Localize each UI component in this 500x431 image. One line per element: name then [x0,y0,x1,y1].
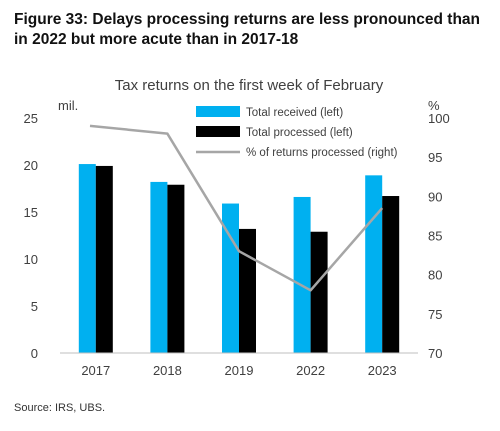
left-axis-tick-label: 25 [24,111,38,126]
legend-label-received: Total received (left) [246,107,343,119]
legend-swatch-received [196,106,240,117]
right-axis-tick-label: 85 [428,229,442,244]
chart: Tax returns on the first week of Februar… [0,60,500,395]
legend-label-processed: Total processed (left) [246,127,353,139]
right-axis-tick-label: 95 [428,150,442,165]
bar-received-2019 [222,203,239,353]
left-axis-unit-label: mil. [58,98,78,113]
chart-svg: Tax returns on the first week of Februar… [24,77,450,378]
legend-swatch-processed [196,126,240,137]
left-axis-tick-label: 15 [24,205,38,220]
right-axis-tick-label: 100 [428,111,450,126]
right-axis-tick-label: 70 [428,346,442,361]
left-axis-tick-label: 5 [31,299,38,314]
chart-title: Tax returns on the first week of Februar… [115,77,384,94]
right-axis-tick-label: 80 [428,268,442,283]
x-axis-tick-label: 2019 [225,363,254,378]
x-axis-tick-label: 2023 [368,363,397,378]
bar-received-2018 [150,181,168,353]
bar-processed-2018 [167,184,185,353]
bar-received-2023 [365,175,383,353]
right-axis-tick-label: 75 [428,307,442,322]
x-axis-tick-label: 2022 [296,363,325,378]
bar-processed-2019 [239,228,256,353]
right-axis-tick-label: 90 [428,189,442,204]
source-note: Source: IRS, UBS. [14,402,106,414]
left-axis-tick-label: 0 [31,346,38,361]
bar-received-2017 [78,164,96,353]
left-axis-tick-label: 20 [24,158,38,173]
x-axis-tick-label: 2018 [153,363,182,378]
right-axis-unit-label: % [428,98,440,113]
left-axis-tick-label: 10 [24,252,38,267]
bar-processed-2022 [310,231,328,353]
x-axis-tick-label: 2017 [81,363,110,378]
bar-received-2022 [293,196,311,353]
bar-processed-2023 [382,196,400,353]
figure-title: Figure 33: Delays processing returns are… [14,11,480,48]
bar-processed-2017 [95,165,113,353]
legend-label-pct: % of returns processed (right) [246,147,398,159]
